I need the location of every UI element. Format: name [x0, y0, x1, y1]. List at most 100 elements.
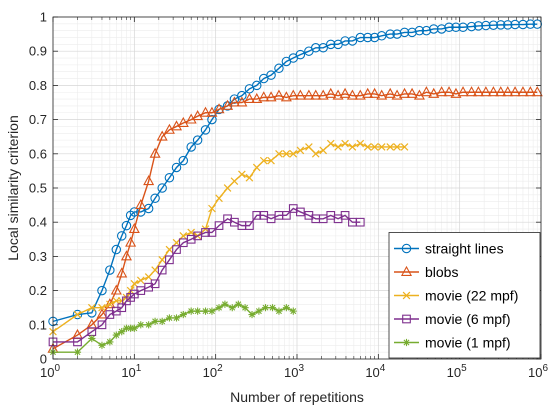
data-point-movie-22-mpf — [348, 143, 357, 151]
x-tick-base: 10 — [203, 365, 217, 380]
data-point-movie-22-mpf — [223, 184, 232, 192]
data-point-movie-1-mpf — [73, 348, 82, 356]
y-tick-label: 0.6 — [29, 146, 47, 161]
data-point-blobs — [480, 86, 492, 97]
data-point-blobs — [310, 89, 322, 100]
data-point-straight-lines — [72, 309, 83, 320]
data-point-straight-lines — [97, 285, 107, 296]
data-point-movie-1-mpf — [255, 307, 263, 315]
data-point-blobs — [466, 86, 478, 97]
data-point-blobs — [251, 92, 263, 104]
data-point-straight-lines — [525, 19, 536, 29]
data-point-blobs — [317, 89, 329, 100]
data-point-movie-22-mpf — [319, 146, 328, 155]
data-point-blobs — [303, 89, 315, 100]
data-point-straight-lines — [369, 32, 380, 43]
series-line-movie-6-mpf — [53, 207, 361, 343]
data-point-movie-1-mpf — [151, 317, 159, 325]
data-point-movie-22-mpf — [130, 279, 139, 288]
data-point-movie-1-mpf — [275, 307, 283, 315]
data-point-movie-6-mpf — [201, 228, 210, 237]
data-point-blobs — [517, 86, 529, 97]
data-point-movie-6-mpf — [355, 217, 365, 227]
data-point-straight-lines — [362, 32, 373, 43]
data-point-movie-22-mpf — [179, 232, 188, 240]
data-point-straight-lines — [481, 20, 491, 31]
legend-label-movie-6-mpf: movie (6 mpf) — [425, 311, 511, 327]
data-point-movie-1-mpf — [234, 300, 242, 308]
data-point-straight-lines — [399, 27, 410, 38]
data-point-movie-22-mpf — [98, 303, 106, 312]
data-point-straight-lines — [150, 193, 160, 204]
data-point-movie-22-mpf — [282, 149, 291, 158]
data-point-movie-1-mpf — [158, 317, 166, 325]
data-point-blobs — [420, 86, 432, 97]
data-point-blobs — [472, 86, 484, 97]
data-point-movie-1-mpf — [165, 314, 174, 322]
data-point-movie-1-mpf — [228, 304, 236, 312]
x-tick-base: 10 — [284, 365, 298, 380]
data-point-blobs — [495, 86, 507, 97]
data-point-movie-22-mpf — [158, 255, 167, 264]
data-point-movie-6-mpf — [73, 337, 82, 347]
data-point-movie-1-mpf — [208, 307, 216, 315]
data-point-straight-lines — [444, 22, 454, 33]
data-point-blobs — [135, 198, 147, 210]
y-tick-label: 0 — [40, 352, 47, 367]
data-point-blobs — [406, 87, 418, 98]
data-point-movie-1-mpf — [282, 304, 290, 312]
x-tick-label: 105 — [447, 363, 467, 380]
x-axis-label: Number of repetitions — [230, 389, 364, 405]
data-point-blobs — [346, 89, 358, 100]
y-tick-label: 0.5 — [29, 181, 47, 196]
data-point-straight-lines — [310, 43, 321, 53]
data-point-blobs — [128, 222, 140, 233]
data-point-movie-22-mpf — [334, 143, 342, 151]
data-point-blobs — [436, 86, 448, 97]
data-point-movie-1-mpf — [127, 324, 135, 332]
data-point-blobs — [265, 91, 277, 102]
series-layer — [47, 19, 543, 356]
data-point-movie-22-mpf — [326, 139, 335, 148]
data-point-straight-lines — [355, 32, 366, 43]
data-point-movie-22-mpf — [73, 310, 82, 319]
data-point-straight-lines — [473, 21, 484, 31]
x-tick-label: 104 — [365, 363, 385, 380]
data-point-blobs — [339, 87, 351, 98]
x-tick-label: 103 — [284, 363, 304, 380]
data-point-blobs — [294, 89, 306, 100]
data-point-movie-22-mpf — [208, 204, 216, 213]
data-point-movie-6-mpf — [214, 221, 224, 230]
data-point-blobs — [156, 130, 168, 141]
x-tick-label: 101 — [121, 363, 141, 380]
data-point-blobs — [362, 87, 374, 98]
data-point-straight-lines — [157, 183, 167, 193]
data-point-straight-lines — [266, 70, 276, 80]
data-point-blobs — [287, 89, 299, 100]
data-point-blobs — [143, 175, 155, 186]
data-point-movie-22-mpf — [245, 173, 254, 182]
data-point-movie-22-mpf — [259, 156, 268, 165]
legend-marker-movie-22-mpf — [402, 291, 411, 300]
data-point-straight-lines — [121, 220, 132, 231]
data-point-movie-22-mpf — [296, 146, 305, 155]
data-point-straight-lines — [466, 21, 477, 32]
data-point-movie-1-mpf — [88, 334, 96, 343]
y-tick-label: 0.4 — [29, 215, 47, 230]
data-point-movie-1-mpf — [122, 324, 131, 332]
data-point-blobs — [450, 87, 462, 98]
data-point-blobs — [384, 87, 396, 98]
data-point-blobs — [110, 284, 122, 295]
data-point-straight-lines — [274, 63, 284, 74]
data-point-movie-1-mpf — [106, 338, 114, 346]
legend: straight lines blobs movie (22 mpf) movie (… — [388, 232, 541, 359]
data-point-straight-lines — [340, 36, 350, 46]
data-point-movie-22-mpf — [356, 139, 365, 148]
x-tick-exponent: 5 — [461, 363, 467, 374]
data-point-straight-lines — [326, 39, 336, 50]
y-tick-label: 0.9 — [29, 44, 47, 59]
data-point-blobs — [236, 96, 248, 107]
y-axis-label: Local similarity criterion — [5, 115, 21, 260]
data-point-blobs — [177, 116, 189, 127]
data-point-movie-1-mpf — [248, 310, 256, 319]
